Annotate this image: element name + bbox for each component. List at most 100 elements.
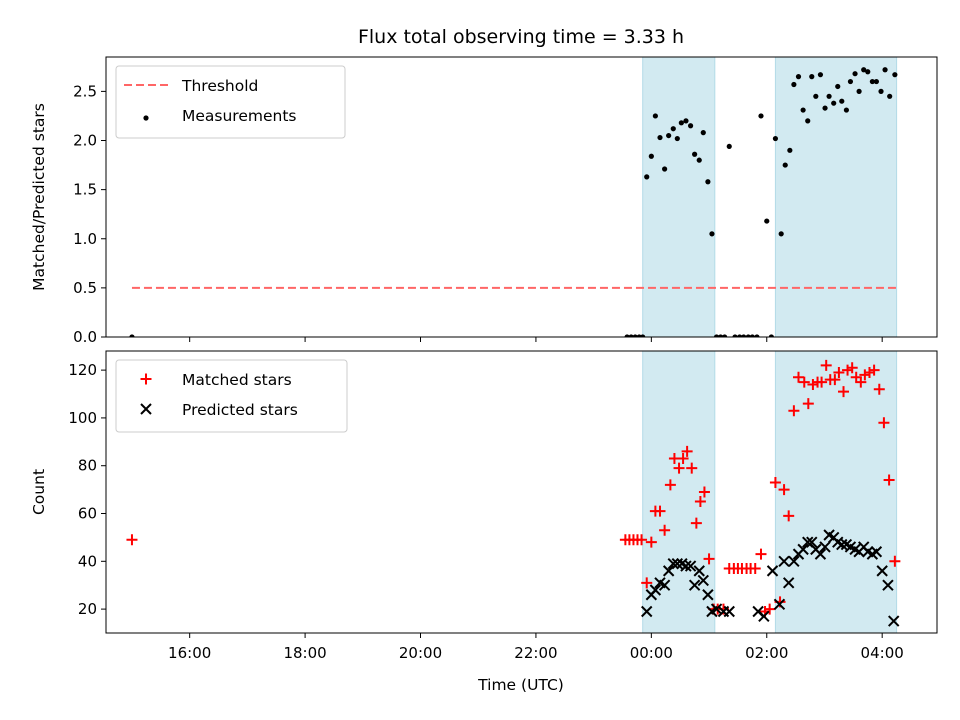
- measurement-point: [640, 334, 646, 337]
- matched-stars-point: [829, 374, 841, 386]
- measurement-point: [861, 67, 867, 73]
- measurement-point: [722, 334, 728, 337]
- predicted-stars-point: [658, 579, 671, 591]
- legend-label: Threshold: [181, 77, 258, 95]
- matched-stars-point: [755, 548, 767, 560]
- measurement-point: [670, 126, 676, 132]
- measurement-point: [717, 334, 724, 337]
- predicted-stars-point: [888, 615, 900, 627]
- y-tick-label: 100: [68, 409, 97, 427]
- measurement-point: [652, 113, 658, 119]
- measurement-point: [666, 132, 672, 139]
- measurement-point: [826, 93, 832, 99]
- measurement-point: [856, 88, 862, 94]
- measurement-point: [892, 72, 898, 78]
- measurement-point: [705, 179, 711, 185]
- measurement-point: [822, 105, 828, 111]
- matched-stars-point: [641, 577, 653, 589]
- matched-stars-point: [636, 534, 648, 546]
- measurement-point: [843, 107, 849, 113]
- x-tick-label: 22:00: [514, 644, 557, 662]
- matched-stars-point: [659, 524, 671, 536]
- chart-title: Flux total observing time = 3.33 h: [358, 26, 684, 48]
- measurement-point: [831, 100, 837, 106]
- measurement-point: [713, 334, 720, 337]
- measurement-point: [852, 71, 858, 77]
- y-tick-label: 1.0: [73, 230, 97, 248]
- matched-stars-point: [681, 445, 693, 457]
- predicted-stars-point: [688, 579, 701, 591]
- y-axis-label: Count: [30, 469, 48, 515]
- measurement-point: [662, 166, 668, 172]
- y-tick-label: 0.5: [73, 279, 97, 297]
- matched-stars-point: [838, 386, 850, 398]
- measurement-point: [632, 334, 638, 337]
- predicted-stars-point: [819, 541, 831, 553]
- plot-content: [126, 359, 901, 627]
- y-tick-label: 40: [78, 552, 97, 570]
- matched-stars-point: [764, 603, 776, 615]
- measurement-point: [709, 231, 715, 237]
- measurement-point: [768, 334, 774, 337]
- matched-stars-point: [690, 517, 702, 529]
- measurement-point: [749, 334, 755, 337]
- predicted-stars-point: [870, 546, 883, 558]
- measurement-point: [628, 334, 634, 337]
- observing-interval-shade: [774, 350, 898, 634]
- matched-stars-point: [793, 371, 804, 383]
- x-tick-label: 18:00: [283, 644, 326, 662]
- series-matched-stars: [126, 359, 901, 617]
- x-axis-label: Time (UTC): [477, 676, 564, 694]
- measurement-point: [741, 334, 747, 337]
- predicted-stars-point: [702, 589, 714, 601]
- predicted-stars-point: [773, 598, 786, 611]
- y-axis-label: Matched/Predicted stars: [30, 103, 48, 291]
- legend: Matched stars Predicted stars: [115, 359, 348, 433]
- legend-matched-swatch: [140, 373, 152, 385]
- predicted-stars-point: [788, 555, 800, 568]
- legend-box: [115, 359, 348, 433]
- measurement-point: [657, 134, 663, 141]
- measurement-point: [795, 74, 802, 80]
- y-tick-label: 120: [68, 361, 97, 379]
- measurement-point: [878, 88, 884, 94]
- measurement-point: [869, 78, 875, 85]
- matched-stars-point: [673, 462, 685, 474]
- measurement-point: [683, 118, 689, 124]
- axes-frame: [105, 56, 938, 338]
- measurement-point: [787, 147, 793, 153]
- x-tick-label: 20:00: [399, 644, 442, 662]
- matched-stars-point: [703, 553, 715, 565]
- predicted-stars-point: [782, 577, 795, 589]
- matched-stars-point: [816, 376, 828, 388]
- predicted-stars-point: [778, 555, 790, 568]
- measurement-point: [678, 120, 684, 126]
- matched-stars-point: [778, 484, 790, 496]
- measurement-point: [737, 334, 743, 337]
- observing-interval-shade: [774, 56, 898, 338]
- predicted-stars-point: [806, 536, 818, 548]
- predicted-stars-point: [671, 557, 684, 570]
- ratio-panel: 0.0 0.5 1.0 1.5 2.0 2.5 Matched/Predicted star…: [30, 56, 938, 346]
- predicted-stars-point: [710, 603, 723, 615]
- measurement-point: [772, 135, 779, 142]
- observing-interval-shade: [642, 56, 716, 338]
- measurement-point: [778, 231, 784, 237]
- predicted-stars-point: [814, 548, 827, 560]
- legend-measurements-swatch: [143, 115, 149, 121]
- matched-stars-point: [686, 462, 698, 474]
- predicted-stars-point: [641, 605, 653, 618]
- measurement-point: [817, 72, 824, 78]
- measurement-point: [624, 334, 630, 337]
- y-tick-label: 2.5: [73, 82, 97, 100]
- axes-frame: [105, 350, 938, 634]
- y-tick-label: 1.5: [73, 181, 97, 199]
- measurement-point: [692, 151, 698, 157]
- matched-stars-point: [783, 510, 795, 522]
- measurement-point: [644, 174, 650, 180]
- predicted-stars-point: [697, 574, 709, 587]
- measurement-point: [865, 69, 871, 75]
- y-tick-label: 0.0: [73, 328, 97, 346]
- legend-label: Matched stars: [182, 371, 292, 389]
- predicted-stars-point: [649, 584, 662, 596]
